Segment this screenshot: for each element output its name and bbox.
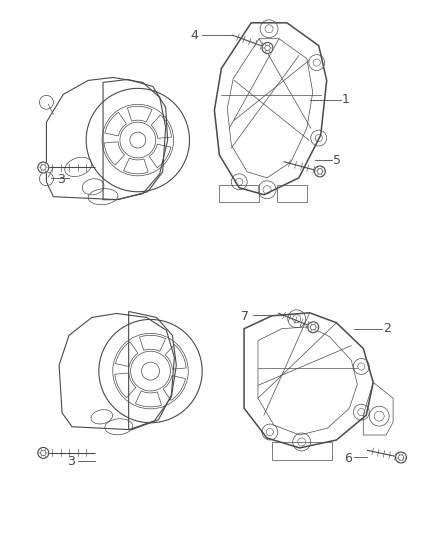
Circle shape (38, 162, 49, 173)
Circle shape (262, 43, 273, 53)
Text: 7: 7 (241, 310, 250, 323)
Text: 2: 2 (384, 322, 392, 335)
Circle shape (308, 322, 319, 333)
Text: 1: 1 (342, 93, 350, 106)
Text: 5: 5 (333, 154, 341, 167)
Circle shape (396, 452, 406, 463)
Text: 3: 3 (67, 455, 74, 469)
Circle shape (38, 448, 49, 458)
Text: 6: 6 (344, 452, 352, 465)
Circle shape (314, 166, 325, 177)
Text: 3: 3 (57, 173, 64, 185)
Text: 4: 4 (190, 29, 198, 42)
